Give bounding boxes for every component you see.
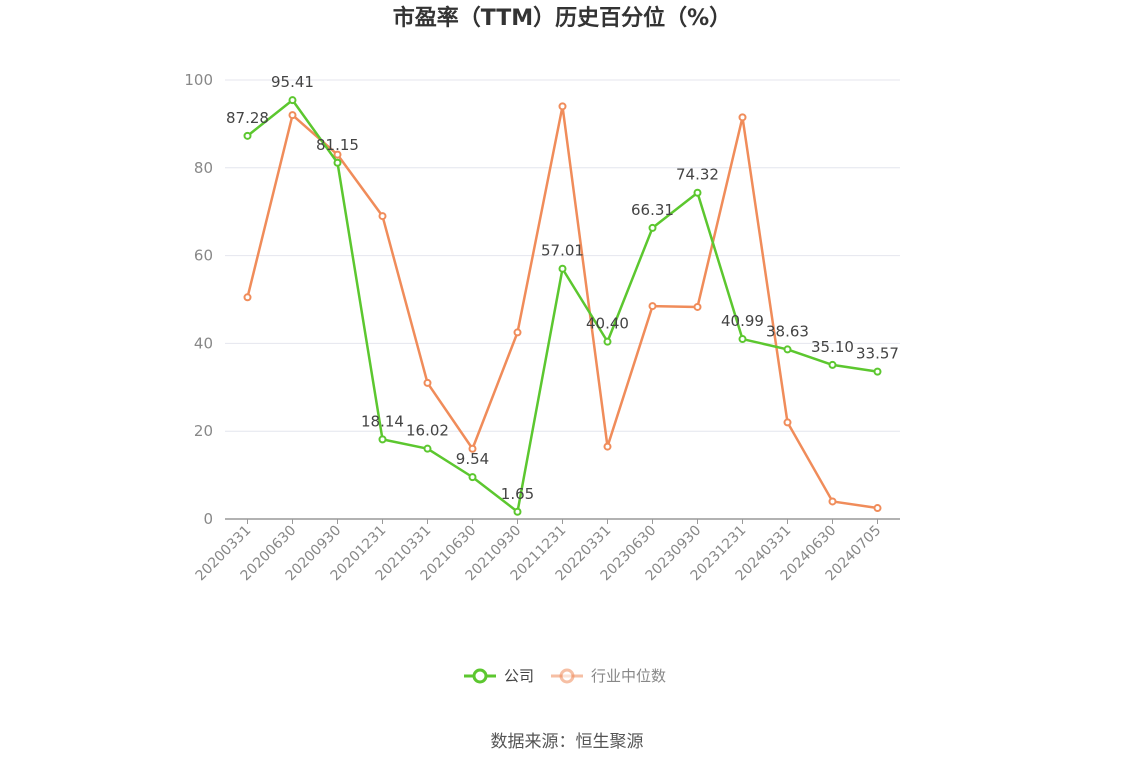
industry-median-point[interactable] bbox=[603, 442, 612, 451]
y-tick-label: 0 bbox=[203, 510, 213, 528]
legend-industry-marker bbox=[559, 668, 575, 684]
industry-median-point[interactable] bbox=[693, 302, 702, 311]
company-point[interactable] bbox=[513, 507, 522, 516]
company-data-label: 38.63 bbox=[766, 322, 809, 340]
company-data-label: 66.31 bbox=[631, 201, 674, 219]
industry-median-point[interactable] bbox=[243, 293, 252, 302]
industry-median-series-line bbox=[246, 105, 878, 510]
y-tick-label: 60 bbox=[194, 247, 213, 265]
company-data-label: 81.15 bbox=[316, 136, 359, 154]
industry-median-point[interactable] bbox=[873, 504, 882, 513]
y-tick-label: 20 bbox=[194, 422, 213, 440]
company-point[interactable] bbox=[378, 435, 387, 444]
series-layer bbox=[243, 96, 882, 516]
legend: 公司 行业中位数 bbox=[464, 667, 666, 685]
industry-median-point[interactable] bbox=[738, 113, 747, 122]
data-source: 数据来源：恒生聚源 bbox=[491, 732, 644, 752]
company-point[interactable] bbox=[648, 223, 657, 232]
company-data-label: 1.65 bbox=[501, 485, 534, 503]
company-point[interactable] bbox=[288, 96, 297, 105]
industry-median-point[interactable] bbox=[288, 111, 297, 120]
y-tick-label: 80 bbox=[194, 159, 213, 177]
industry-median-point[interactable] bbox=[783, 418, 792, 427]
y-tick-label: 100 bbox=[184, 71, 213, 89]
legend-item-company[interactable]: 公司 bbox=[464, 667, 534, 685]
legend-company-marker bbox=[472, 668, 488, 684]
company-data-label: 9.54 bbox=[456, 450, 489, 468]
company-data-label: 40.40 bbox=[586, 315, 629, 333]
legend-industry-label: 行业中位数 bbox=[591, 667, 666, 685]
chart-title: 市盈率（TTM）历史百分位（%） bbox=[393, 5, 731, 31]
company-data-label: 33.57 bbox=[856, 345, 899, 363]
company-point[interactable] bbox=[423, 444, 432, 453]
industry-median-point[interactable] bbox=[468, 444, 477, 453]
industry-median-point[interactable] bbox=[828, 497, 837, 506]
company-point[interactable] bbox=[828, 360, 837, 369]
legend-item-industry-median[interactable]: 行业中位数 bbox=[551, 667, 666, 685]
industry-median-point[interactable] bbox=[558, 102, 567, 111]
legend-company-label: 公司 bbox=[504, 667, 534, 685]
x-axis: 2020033120200630202009302020123120210331… bbox=[193, 518, 900, 584]
company-point[interactable] bbox=[738, 335, 747, 344]
company-point[interactable] bbox=[333, 158, 342, 167]
industry-median-point[interactable] bbox=[423, 378, 432, 387]
company-point[interactable] bbox=[783, 345, 792, 354]
industry-median-point[interactable] bbox=[333, 150, 342, 159]
industry-median-point[interactable] bbox=[648, 302, 657, 311]
company-point[interactable] bbox=[693, 188, 702, 197]
company-data-label: 87.28 bbox=[226, 109, 269, 127]
company-data-label: 40.99 bbox=[721, 312, 764, 330]
company-point[interactable] bbox=[558, 264, 567, 273]
y-axis: 0 20 40 60 80 100 bbox=[184, 71, 213, 528]
company-point[interactable] bbox=[873, 367, 882, 376]
company-point[interactable] bbox=[603, 337, 612, 346]
industry-median-point[interactable] bbox=[513, 328, 522, 337]
company-data-label: 35.10 bbox=[811, 338, 854, 356]
company-data-label: 57.01 bbox=[541, 242, 584, 260]
company-data-label: 74.32 bbox=[676, 166, 719, 184]
company-data-label: 18.14 bbox=[361, 412, 404, 430]
company-data-label: 95.41 bbox=[271, 73, 314, 91]
company-point[interactable] bbox=[468, 473, 477, 482]
y-tick-label: 40 bbox=[194, 334, 213, 352]
company-point[interactable] bbox=[243, 131, 252, 140]
industry-median-point[interactable] bbox=[378, 212, 387, 221]
company-data-label: 16.02 bbox=[406, 422, 449, 440]
